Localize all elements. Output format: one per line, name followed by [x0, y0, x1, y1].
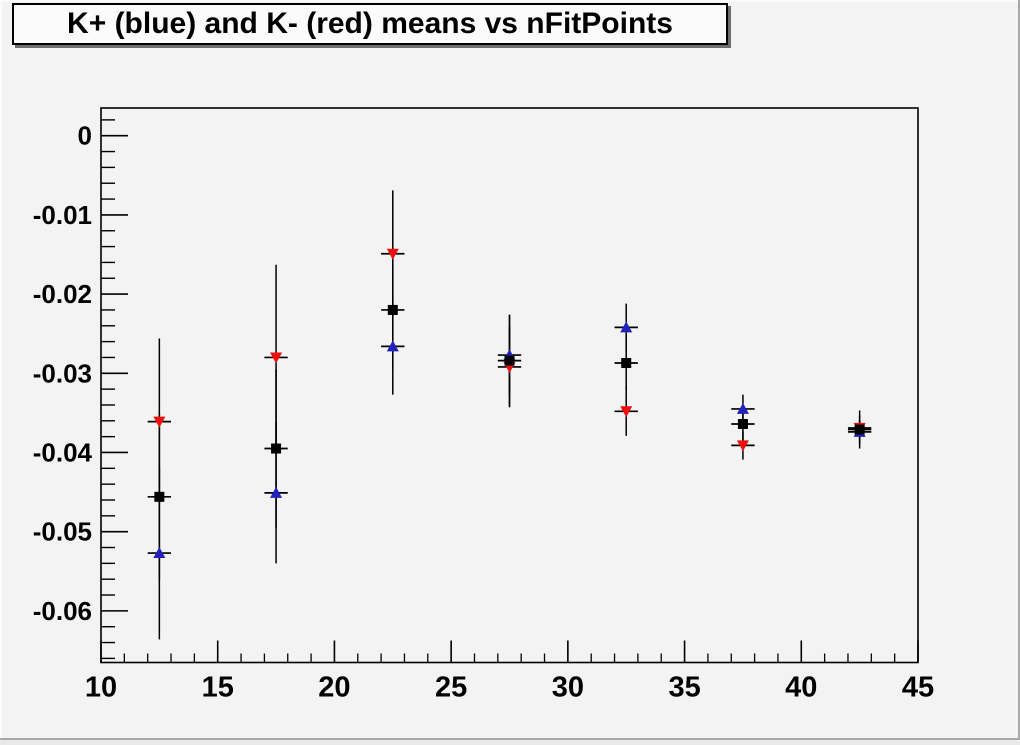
x-tick-label: 35	[668, 672, 700, 704]
y-tick-label: -0.02	[33, 279, 92, 309]
marker-triangle-down	[270, 352, 283, 364]
marker-triangle-up	[386, 340, 399, 352]
marker-triangle-up	[620, 321, 633, 333]
marker-triangle-down	[153, 416, 166, 428]
x-tick-label: 40	[785, 672, 817, 704]
marker-triangle-down	[736, 440, 749, 452]
marker-triangle-down	[386, 248, 399, 260]
marker-square	[854, 424, 865, 435]
marker-square	[271, 443, 282, 454]
marker-square	[621, 357, 632, 368]
x-tick-label: 10	[85, 672, 117, 704]
marker-triangle-down	[620, 406, 633, 418]
y-tick-label: -0.01	[33, 200, 92, 230]
x-tick-label: 25	[435, 672, 467, 704]
y-tick-label: -0.03	[33, 358, 92, 388]
x-tick-label: 30	[552, 672, 584, 704]
x-tick-label: 45	[902, 672, 934, 704]
chart-title: K+ (blue) and K- (red) means vs nFitPoin…	[67, 7, 673, 40]
y-tick-label: -0.06	[33, 596, 92, 626]
marker-square	[504, 355, 515, 366]
marker-triangle-up	[736, 402, 749, 414]
plot-frame	[100, 107, 919, 664]
x-tick-label: 15	[202, 672, 234, 704]
y-tick-label: 0	[78, 121, 92, 151]
marker-square	[737, 418, 748, 429]
y-tick-label: -0.04	[33, 437, 93, 467]
y-tick-label: -0.05	[33, 517, 92, 547]
marker-triangle-up	[153, 547, 166, 559]
marker-square	[387, 304, 398, 315]
chart-title-box: K+ (blue) and K- (red) means vs nFitPoin…	[12, 3, 728, 45]
marker-square	[154, 491, 165, 502]
marker-triangle-up	[270, 486, 283, 498]
x-tick-label: 20	[318, 672, 350, 704]
